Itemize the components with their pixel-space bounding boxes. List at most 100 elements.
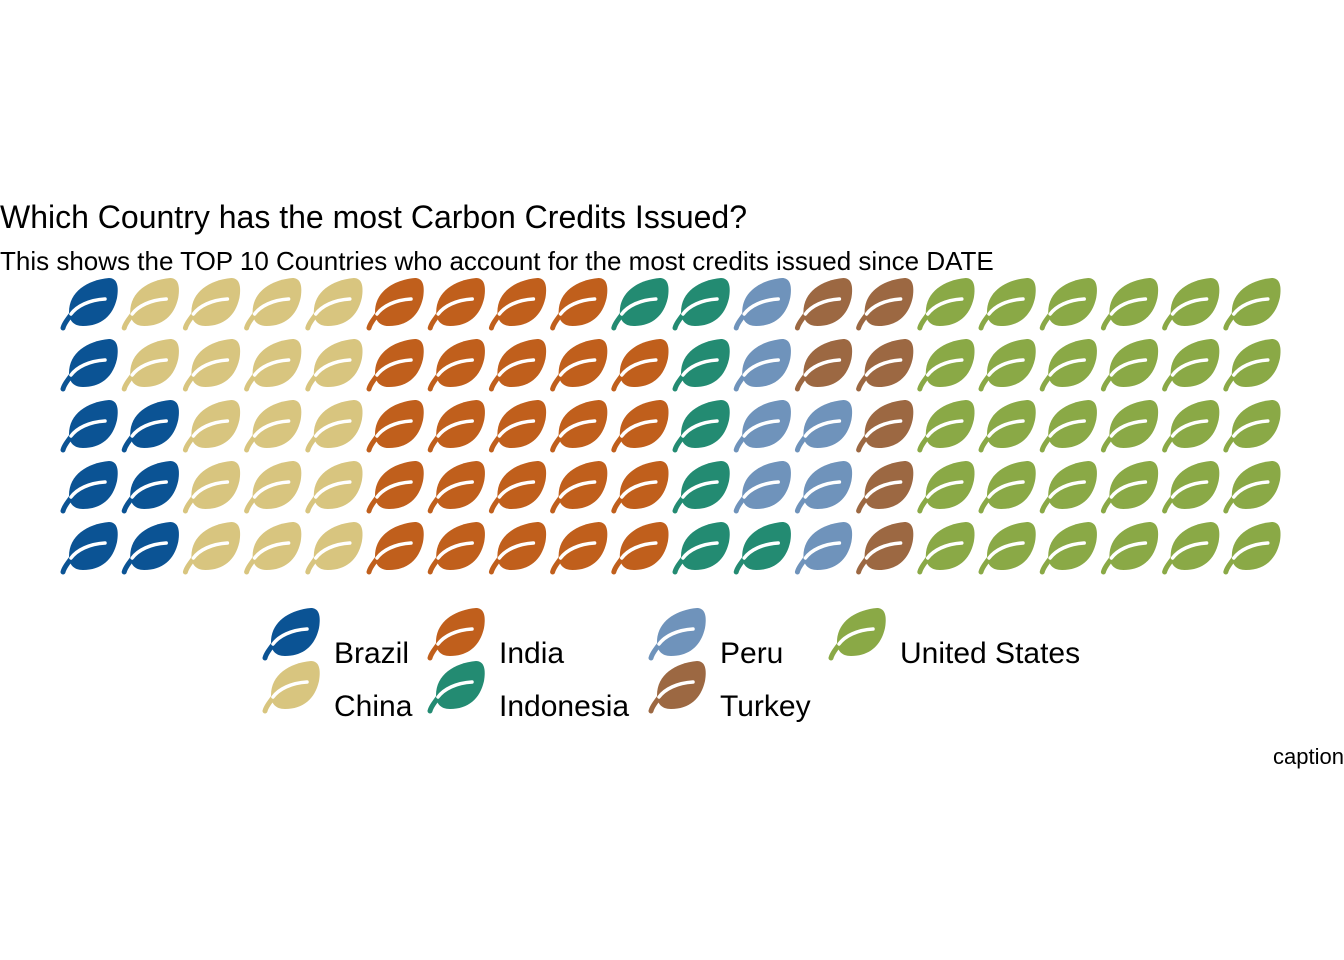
waffle-cell-brazil	[60, 339, 118, 392]
waffle-cell-peru	[733, 400, 791, 453]
waffle-cell-united-states	[1223, 278, 1281, 331]
waffle-cell-peru	[733, 339, 791, 392]
leaf-icon	[262, 661, 320, 714]
waffle-cell-turkey	[856, 522, 914, 575]
waffle-cell-united-states	[1100, 339, 1159, 392]
waffle-cell-united-states	[1162, 461, 1220, 514]
waffle-cell-india	[550, 400, 608, 453]
waffle-cell-india	[427, 522, 485, 575]
waffle-cell-india	[550, 522, 608, 575]
waffle-cell-brazil	[60, 522, 118, 575]
waffle-cell-china	[182, 400, 241, 453]
waffle-cell-united-states	[1039, 461, 1097, 514]
waffle-cell-india	[611, 400, 669, 453]
waffle-cell-india	[611, 339, 669, 392]
waffle-cell-china	[182, 461, 241, 514]
chart-title: Which Country has the most Carbon Credit…	[0, 199, 747, 235]
waffle-cell-peru	[794, 522, 853, 575]
waffle-cell-united-states	[1223, 522, 1281, 575]
waffle-cell-china	[244, 278, 302, 331]
waffle-cell-india	[366, 278, 424, 331]
waffle-cell-india	[366, 400, 424, 453]
waffle-cell-peru	[794, 461, 853, 514]
waffle-cell-india	[550, 278, 608, 331]
waffle-cell-indonesia	[672, 522, 730, 575]
waffle-cell-india	[611, 461, 669, 514]
waffle-cell-india	[366, 339, 424, 392]
waffle-cell-united-states	[978, 400, 1036, 453]
waffle-cell-united-states	[1162, 400, 1220, 453]
waffle-cell-brazil	[60, 461, 118, 514]
leaf-icon	[427, 661, 485, 714]
waffle-cell-brazil	[121, 400, 179, 453]
waffle-cell-china	[121, 278, 179, 331]
waffle-cell-china	[244, 522, 302, 575]
waffle-cell-united-states	[917, 278, 975, 331]
legend-label: Indonesia	[499, 690, 630, 723]
waffle-cell-india	[488, 461, 547, 514]
waffle-cell-united-states	[1223, 339, 1281, 392]
waffle-cell-china	[305, 522, 363, 575]
waffle-cell-china	[182, 278, 241, 331]
legend-label: Brazil	[334, 637, 410, 670]
waffle-cell-india	[427, 400, 485, 453]
legend-label: India	[499, 637, 565, 670]
chart-caption: caption	[1273, 744, 1344, 769]
legend-label: Peru	[720, 637, 784, 670]
waffle-cell-indonesia	[672, 278, 730, 331]
waffle-cell-united-states	[1100, 278, 1159, 331]
waffle-cell-indonesia	[672, 339, 730, 392]
waffle-chart	[60, 278, 1281, 575]
waffle-cell-china	[244, 400, 302, 453]
waffle-cell-united-states	[917, 400, 975, 453]
leaf-icon	[262, 608, 320, 661]
waffle-cell-india	[488, 278, 547, 331]
waffle-cell-china	[182, 522, 241, 575]
waffle-cell-india	[611, 522, 669, 575]
waffle-cell-turkey	[794, 278, 853, 331]
waffle-cell-united-states	[1162, 278, 1220, 331]
waffle-cell-united-states	[917, 522, 975, 575]
waffle-cell-brazil	[60, 400, 118, 453]
waffle-cell-united-states	[917, 461, 975, 514]
waffle-cell-indonesia	[672, 461, 730, 514]
waffle-cell-china	[305, 461, 363, 514]
waffle-cell-united-states	[1223, 461, 1281, 514]
waffle-cell-brazil	[60, 278, 118, 331]
waffle-cell-turkey	[856, 278, 914, 331]
waffle-cell-china	[182, 339, 241, 392]
waffle-cell-india	[427, 339, 485, 392]
waffle-cell-india	[488, 339, 547, 392]
waffle-cell-indonesia	[611, 278, 669, 331]
leaf-icon	[427, 608, 485, 661]
waffle-cell-united-states	[1039, 278, 1097, 331]
waffle-cell-united-states	[978, 522, 1036, 575]
waffle-cell-china	[305, 400, 363, 453]
waffle-cell-united-states	[1100, 461, 1159, 514]
legend-label: United States	[900, 637, 1081, 670]
waffle-cell-china	[244, 339, 302, 392]
waffle-cell-united-states	[1039, 339, 1097, 392]
waffle-cell-turkey	[794, 339, 853, 392]
waffle-cell-peru	[733, 461, 791, 514]
waffle-cell-indonesia	[733, 522, 791, 575]
waffle-cell-india	[550, 461, 608, 514]
waffle-cell-brazil	[121, 522, 179, 575]
waffle-cell-united-states	[1223, 400, 1281, 453]
waffle-cell-india	[366, 461, 424, 514]
waffle-cell-india	[427, 278, 485, 331]
waffle-cell-turkey	[856, 400, 914, 453]
waffle-cell-china	[305, 278, 363, 331]
leaf-icon	[828, 608, 886, 661]
waffle-cell-united-states	[978, 278, 1036, 331]
waffle-cell-peru	[733, 278, 791, 331]
waffle-cell-turkey	[856, 339, 914, 392]
waffle-cell-india	[488, 522, 547, 575]
waffle-cell-china	[244, 461, 302, 514]
chart-subtitle: This shows the TOP 10 Countries who acco…	[0, 246, 994, 276]
waffle-cell-united-states	[1039, 400, 1097, 453]
waffle-cell-india	[427, 461, 485, 514]
legend-label: Turkey	[720, 690, 811, 723]
waffle-cell-united-states	[978, 339, 1036, 392]
waffle-cell-brazil	[121, 461, 179, 514]
